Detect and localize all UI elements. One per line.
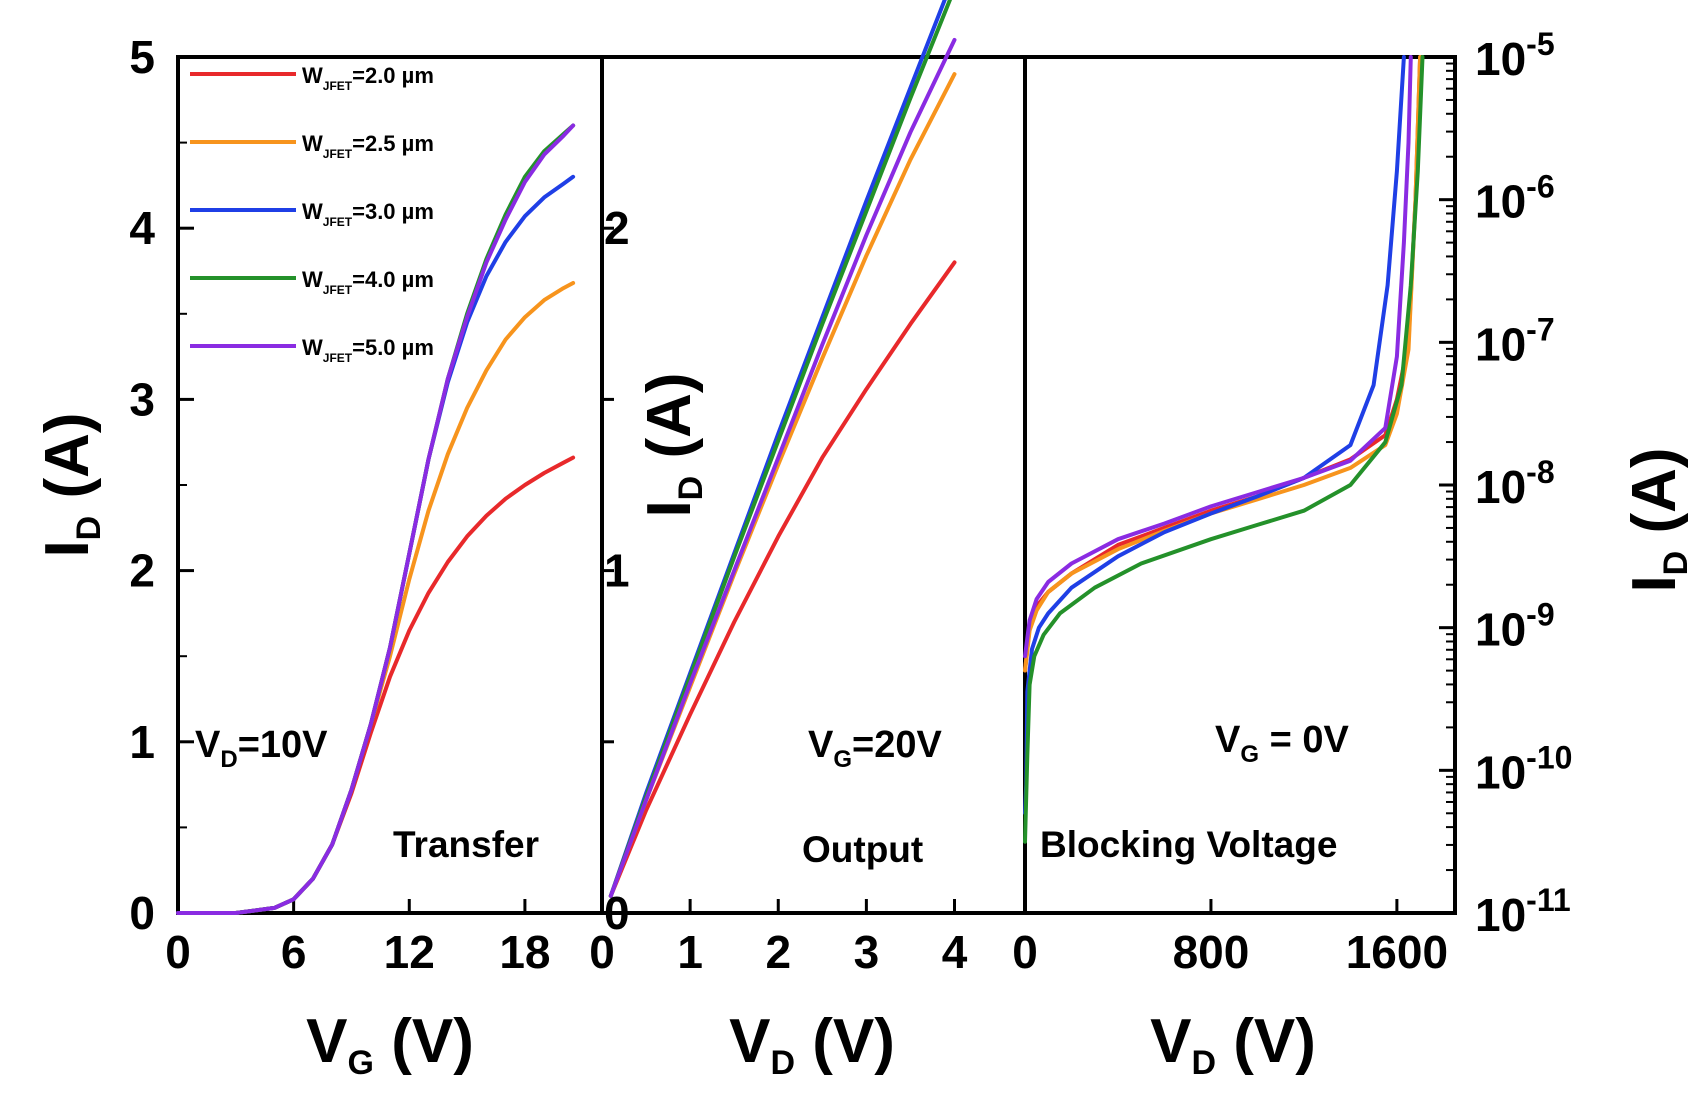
x-tick-label: 6 [281,926,307,978]
series-line [176,123,576,915]
x-tick-label: 0 [165,926,191,978]
right-y-tick-label: 10-8 [1475,454,1555,513]
output-y-tick-label: 1 [604,545,630,597]
legend-item: WJFET=3.0 µm [190,199,434,229]
right-y-tick-label: 10-10 [1475,739,1572,798]
legend-item: WJFET=5.0 µm [190,335,434,365]
x-tick-label: 4 [942,926,968,978]
output-y-tick-label: 2 [604,202,630,254]
y-tick-label: 4 [129,202,155,254]
x-tick-label: 2 [765,926,791,978]
x-tick-label: 18 [499,926,550,978]
y-tick-label: 5 [129,31,155,83]
series-line [1023,55,1413,659]
series-line [1023,55,1425,844]
transfer-x-axis-title: VG (V) [306,1007,474,1082]
x-tick-label: 800 [1173,926,1250,978]
series-line [608,260,957,898]
x-tick-label: 12 [384,926,435,978]
right-y-tick-label: 10-6 [1475,169,1555,228]
y-tick-label: 0 [129,887,155,939]
legend-label: WJFET=3.0 µm [302,199,434,229]
series-line [608,37,957,898]
x-tick-label: 3 [854,926,880,978]
legend-label: WJFET=2.5 µm [302,131,434,161]
legend-item: WJFET=2.0 µm [190,63,434,93]
legend: WJFET=2.0 µm WJFET=2.5 µm WJFET=3.0 µm W… [190,63,434,365]
right-y-tick-label: 10-5 [1475,26,1555,85]
blocking-condition: VG = 0V [1215,719,1349,768]
right-y-tick-label: 10-7 [1475,311,1555,370]
x-tick-label: 1 [677,926,703,978]
legend-item: WJFET=4.0 µm [190,267,434,297]
x-tick-label: 0 [589,926,615,978]
tick-labels: 0 6 12 18 0 1 2 3 4 0 800 160001234501210-1110-1010… [129,26,1572,978]
transfer-condition: VD=10V [195,724,328,773]
legend-label: WJFET=2.0 µm [302,63,434,93]
legend-label: WJFET=4.0 µm [302,267,434,297]
plot-frame [176,55,1457,915]
series-line [176,281,576,915]
right-y-tick-label: 10-9 [1475,597,1555,656]
legend-label: WJFET=5.0 µm [302,335,434,365]
data-curves [176,0,1425,915]
series-line [176,123,576,915]
y-tick-label: 1 [129,716,155,768]
output-y-axis-title: ID (A) [635,372,710,517]
legend-item: WJFET=2.5 µm [190,131,434,161]
right-y-tick-label: 10-11 [1475,882,1571,941]
panel-label-blocking: Blocking Voltage [1040,824,1337,865]
output-x-axis-title: VD (V) [729,1007,895,1082]
x-tick-label: 1600 [1346,926,1448,978]
y-tick-label: 2 [129,545,155,597]
blocking-x-axis-title: VD (V) [1150,1007,1316,1082]
output-y-tick-label: 0 [604,887,630,939]
output-condition: VG=20V [808,724,942,773]
axis-ticks [176,55,1455,915]
right-y-axis-title: ID (A) [1620,447,1693,592]
x-tick-label: 0 [1012,926,1038,978]
left-y-axis-title: ID (A) [33,412,108,557]
series-line [1023,55,1406,816]
panel-label-transfer: Transfer [393,824,539,865]
y-tick-label: 3 [129,373,155,425]
panel-label-output: Output [802,829,923,870]
